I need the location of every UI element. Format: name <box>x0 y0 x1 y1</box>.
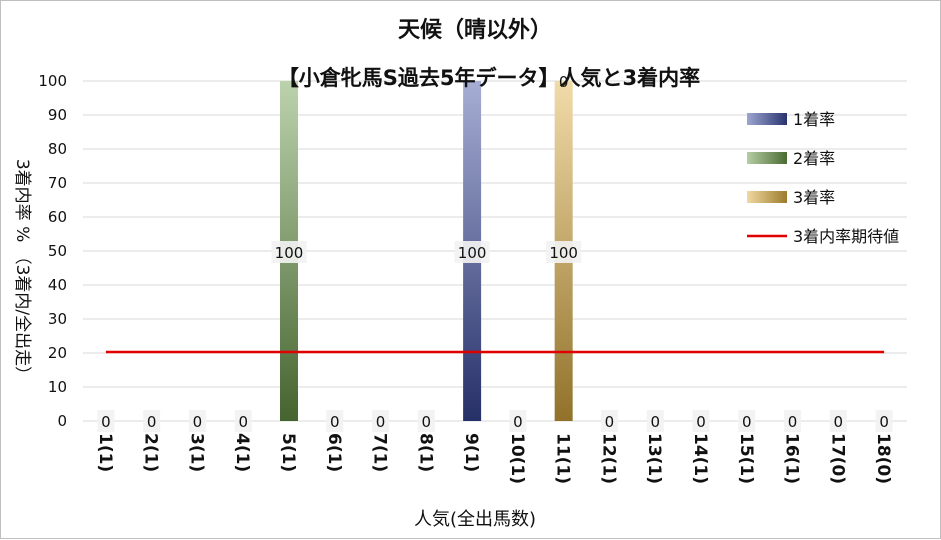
legend-label: 3着率 <box>793 188 835 207</box>
data-label-bg <box>97 410 115 432</box>
y-tick-label: 90 <box>48 106 67 124</box>
data-label: 0 <box>238 413 248 431</box>
data-label: 0 <box>650 413 660 431</box>
y-tick-label: 0 <box>57 412 67 430</box>
data-label-top: 0 <box>559 73 569 91</box>
x-tick-label: 17(0) <box>827 433 847 484</box>
data-label-bg <box>454 241 490 263</box>
x-tick-label: 16(1) <box>782 433 802 484</box>
data-label: 0 <box>696 413 706 431</box>
x-tick-label: 6(1) <box>324 433 344 472</box>
x-tick-label: 2(1) <box>141 433 161 472</box>
x-tick-label: 14(1) <box>690 433 710 484</box>
y-tick-label: 50 <box>48 242 67 260</box>
data-label: 0 <box>834 413 844 431</box>
data-label-bg <box>509 410 527 432</box>
y-axis-title: 3着内率 % （3着内/全出走） <box>12 159 32 383</box>
data-label: 0 <box>101 413 111 431</box>
x-tick-label: 3(1) <box>186 433 206 472</box>
legend-swatch <box>747 113 787 125</box>
data-label-bg <box>875 410 893 432</box>
y-tick-label: 60 <box>48 208 67 226</box>
data-label: 0 <box>879 413 889 431</box>
legend-label: 3着内率期待値 <box>793 227 899 246</box>
data-label: 100 <box>458 244 487 262</box>
x-tick-label: 11(1) <box>553 433 573 484</box>
legend-swatch <box>747 152 787 164</box>
data-label-bg <box>372 410 390 432</box>
x-tick-label: 9(1) <box>461 433 481 472</box>
data-label-bg <box>600 410 618 432</box>
data-label: 100 <box>275 244 304 262</box>
y-tick-label: 30 <box>48 310 67 328</box>
chart-title: 天候（晴以外） <box>398 17 552 43</box>
data-label-bg <box>692 410 710 432</box>
data-label-bg <box>738 410 756 432</box>
data-label: 0 <box>147 413 157 431</box>
axes: 0 10 20 30 40 50 60 70 80 90 100 1(1) 2(1) 3(1) 4(1) 5(… <box>38 72 893 484</box>
y-tick-label: 40 <box>48 276 67 294</box>
data-label-bg <box>646 410 664 432</box>
x-tick-label: 12(1) <box>598 433 618 484</box>
data-label: 0 <box>513 413 523 431</box>
data-label: 0 <box>376 413 386 431</box>
legend: 1着率 2着率 3着率 3着内率期待値 <box>747 110 899 246</box>
data-label: 0 <box>605 413 615 431</box>
legend-label: 1着率 <box>793 110 835 129</box>
data-label-bg <box>188 410 206 432</box>
y-tick-label: 80 <box>48 140 67 158</box>
chart-subtitle: 【小倉牝馬S過去5年データ】人気と3着内率 <box>278 66 700 90</box>
data-label-bg <box>546 241 582 263</box>
legend-swatch <box>747 191 787 203</box>
data-label: 0 <box>742 413 752 431</box>
x-tick-label: 7(1) <box>370 433 390 472</box>
data-label: 0 <box>193 413 203 431</box>
data-label-bg <box>234 410 252 432</box>
y-tick-label: 20 <box>48 344 67 362</box>
x-tick-label: 15(1) <box>736 433 756 484</box>
data-label: 0 <box>788 413 798 431</box>
data-label-bg <box>417 410 435 432</box>
y-tick-label: 70 <box>48 174 67 192</box>
y-tick-label: 100 <box>38 72 67 90</box>
data-labels: 0 0 0 0 100 0 0 0 100 0 100 0 0 0 0 0 0 0 0 <box>97 73 893 432</box>
data-label-bg <box>271 241 307 263</box>
data-label-bg <box>326 410 344 432</box>
x-axis-title: 人気(全出馬数) <box>414 509 536 530</box>
x-tick-label: 1(1) <box>95 433 115 472</box>
x-tick-label: 4(1) <box>232 433 252 472</box>
data-label: 100 <box>549 244 578 262</box>
data-label-bg <box>829 410 847 432</box>
legend-label: 2着率 <box>793 149 835 168</box>
y-tick-label: 10 <box>48 378 67 396</box>
data-label-bg <box>784 410 802 432</box>
data-label: 0 <box>422 413 432 431</box>
x-tick-label: 5(1) <box>278 433 298 472</box>
data-label: 0 <box>330 413 340 431</box>
x-tick-label: 13(1) <box>644 433 664 484</box>
x-tick-label: 8(1) <box>415 433 435 472</box>
data-label-bg <box>143 410 161 432</box>
gridlines <box>83 80 907 422</box>
x-tick-label: 10(1) <box>507 433 527 484</box>
x-tick-label: 18(0) <box>873 433 893 484</box>
